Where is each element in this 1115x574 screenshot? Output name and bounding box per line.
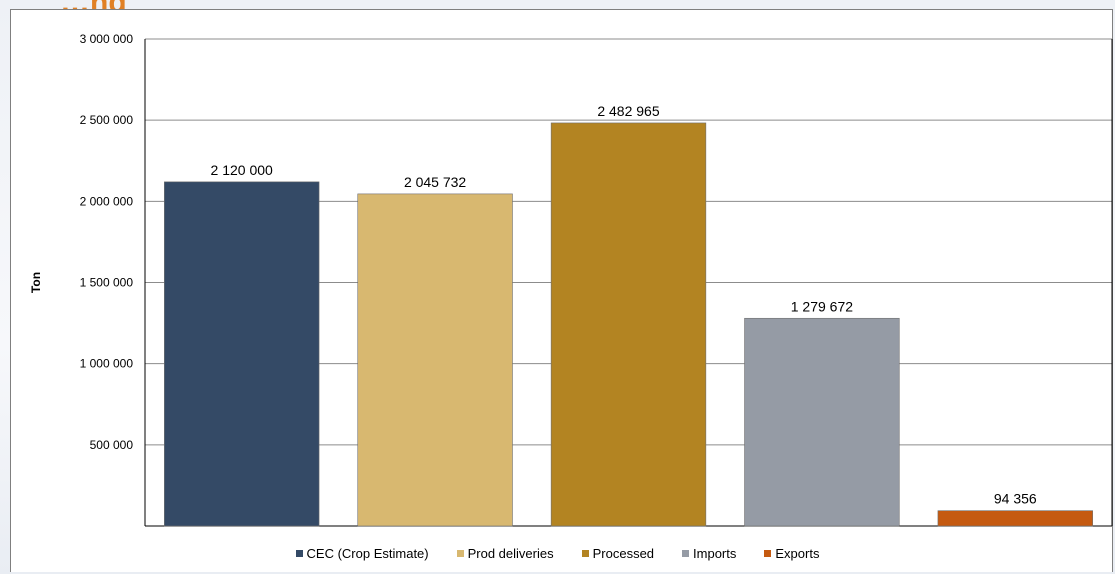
legend-item: Imports (682, 546, 736, 561)
bar-value-label: 2 045 732 (404, 174, 466, 190)
y-tick-label: 500 000 (90, 438, 134, 452)
y-tick-label: 1 000 000 (80, 357, 134, 371)
legend-label: CEC (Crop Estimate) (306, 546, 429, 561)
bar (357, 193, 513, 527)
bar (550, 122, 707, 527)
bars (164, 122, 1093, 527)
legend-item: CEC (Crop Estimate) (295, 546, 429, 561)
legend-swatch (764, 550, 772, 557)
legend-swatch (581, 550, 589, 557)
bar (744, 317, 900, 527)
bar-value-label: 2 482 965 (597, 103, 659, 119)
legend-swatch (456, 550, 464, 557)
bar (937, 510, 1093, 527)
value-labels: 2 120 000 2 045 732 2 482 965 1 279 672 94 3… (211, 103, 1037, 507)
y-tick-label: 3 000 000 (80, 32, 134, 46)
legend-item: Exports (764, 546, 819, 561)
legend-label: Prod deliveries (467, 546, 554, 561)
y-tick-label: 2 500 000 (80, 113, 134, 127)
bar-value-label: 1 279 672 (791, 298, 853, 314)
y-axis-label: Ton (29, 272, 43, 293)
y-tick-label: 1 500 000 (80, 276, 134, 290)
y-tick-label: 2 000 000 (80, 194, 134, 208)
bar-value-label: 94 356 (994, 491, 1037, 507)
bar-value-label: 2 120 000 (211, 162, 273, 178)
legend-item: Prod deliveries (456, 546, 554, 561)
legend-swatch (682, 550, 690, 557)
legend-swatch (295, 550, 303, 557)
legend-label: Imports (693, 546, 737, 561)
legend-item: Processed (581, 546, 655, 561)
legend-label: Exports (775, 546, 820, 561)
bar (164, 181, 320, 527)
legend: CEC (Crop Estimate) Prod deliveries Proces… (0, 546, 1115, 561)
y-tick-labels: 500 000 1 000 000 1 500 000 2 000 000 2 500 … (80, 32, 134, 452)
legend-label: Processed (592, 546, 655, 561)
